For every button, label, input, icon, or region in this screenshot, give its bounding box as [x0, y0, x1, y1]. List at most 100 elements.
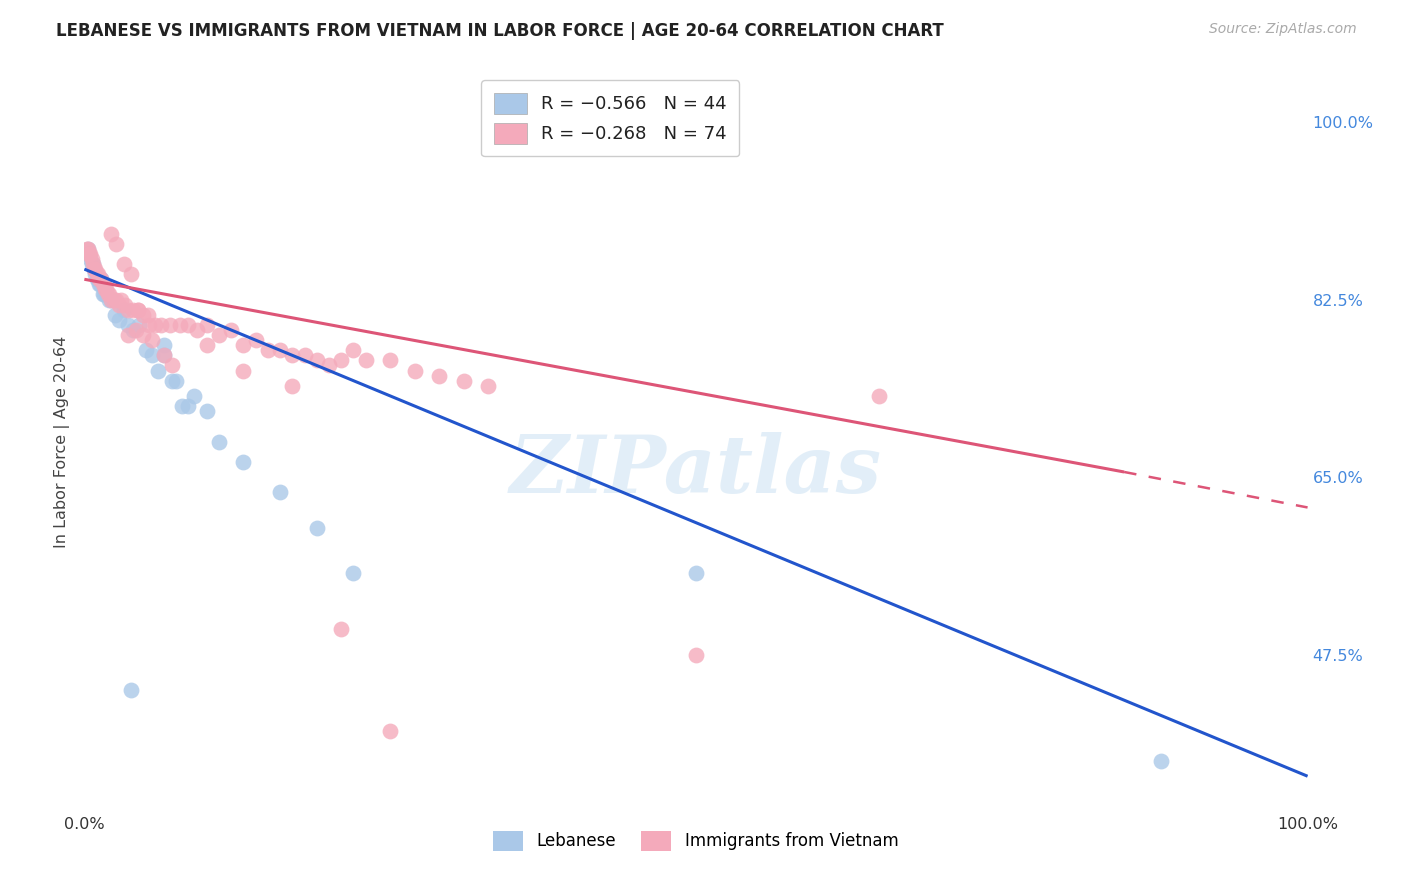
Point	[100, 227, 122, 241]
Point	[128, 318, 150, 332]
Point	[245, 333, 267, 347]
Point	[87, 272, 110, 286]
Point	[177, 318, 200, 332]
Point	[87, 277, 110, 292]
Point	[127, 302, 149, 317]
Point	[90, 272, 112, 286]
Text: ZIPatlas: ZIPatlas	[510, 433, 882, 510]
Point	[79, 252, 101, 266]
Point	[177, 399, 200, 413]
Point	[143, 318, 166, 332]
Point	[96, 282, 118, 296]
Point	[77, 242, 100, 256]
Point	[93, 277, 115, 292]
Point	[82, 257, 104, 271]
Point	[77, 242, 100, 256]
Point	[94, 282, 117, 296]
Point	[105, 236, 128, 251]
Point	[83, 262, 105, 277]
Point	[427, 368, 450, 383]
Point	[208, 328, 231, 343]
Point	[342, 566, 364, 581]
Point	[232, 363, 254, 377]
Point	[186, 323, 208, 337]
Point	[79, 247, 101, 261]
Point	[93, 287, 115, 301]
Point	[90, 272, 112, 286]
Point	[86, 272, 108, 286]
Point	[685, 648, 707, 662]
Point	[146, 363, 169, 377]
Point	[110, 293, 132, 307]
Point	[380, 723, 402, 738]
Point	[153, 348, 176, 362]
Point	[269, 485, 291, 500]
Point	[97, 293, 120, 307]
Point	[127, 302, 149, 317]
Point	[112, 257, 135, 271]
Point	[232, 338, 254, 352]
Point	[208, 434, 231, 449]
Point	[94, 282, 117, 296]
Point	[281, 378, 304, 392]
Point	[105, 293, 128, 307]
Point	[172, 399, 194, 413]
Point	[477, 378, 499, 392]
Point	[117, 302, 139, 317]
Point	[120, 683, 142, 698]
Point	[125, 323, 148, 337]
Point	[103, 293, 125, 307]
Point	[183, 389, 205, 403]
Point	[257, 343, 280, 358]
Point	[83, 262, 105, 277]
Legend: Lebanese, Immigrants from Vietnam: Lebanese, Immigrants from Vietnam	[485, 823, 907, 859]
Point	[330, 353, 353, 368]
Point	[132, 328, 155, 343]
Point	[380, 353, 402, 368]
Point	[100, 293, 122, 307]
Point	[453, 374, 475, 388]
Point	[685, 566, 707, 581]
Point	[96, 287, 118, 301]
Point	[153, 348, 176, 362]
Point	[91, 277, 114, 292]
Point	[404, 363, 426, 377]
Point	[114, 298, 136, 312]
Text: LEBANESE VS IMMIGRANTS FROM VIETNAM IN LABOR FORCE | AGE 20-64 CORRELATION CHART: LEBANESE VS IMMIGRANTS FROM VIETNAM IN L…	[56, 22, 943, 40]
Point	[84, 267, 107, 281]
Point	[77, 247, 100, 261]
Point	[354, 353, 377, 368]
Point	[159, 318, 181, 332]
Point	[195, 404, 218, 418]
Point	[869, 389, 891, 403]
Point	[135, 343, 157, 358]
Point	[89, 277, 111, 292]
Point	[232, 455, 254, 469]
Point	[112, 302, 135, 317]
Y-axis label: In Labor Force | Age 20-64: In Labor Force | Age 20-64	[55, 335, 70, 548]
Point	[195, 318, 218, 332]
Point	[132, 308, 155, 322]
Point	[91, 287, 114, 301]
Point	[150, 318, 173, 332]
Point	[281, 348, 304, 362]
Point	[76, 247, 98, 261]
Point	[100, 293, 122, 307]
Text: Source: ZipAtlas.com: Source: ZipAtlas.com	[1209, 22, 1357, 37]
Point	[120, 267, 142, 281]
Point	[1150, 754, 1173, 768]
Point	[330, 622, 353, 636]
Point	[89, 272, 111, 286]
Point	[138, 318, 160, 332]
Point	[122, 302, 145, 317]
Point	[77, 247, 100, 261]
Point	[107, 313, 129, 327]
Point	[82, 257, 104, 271]
Point	[153, 338, 176, 352]
Point	[318, 359, 340, 373]
Point	[80, 257, 103, 271]
Point	[104, 308, 127, 322]
Point	[117, 328, 139, 343]
Point	[117, 318, 139, 332]
Point	[141, 348, 163, 362]
